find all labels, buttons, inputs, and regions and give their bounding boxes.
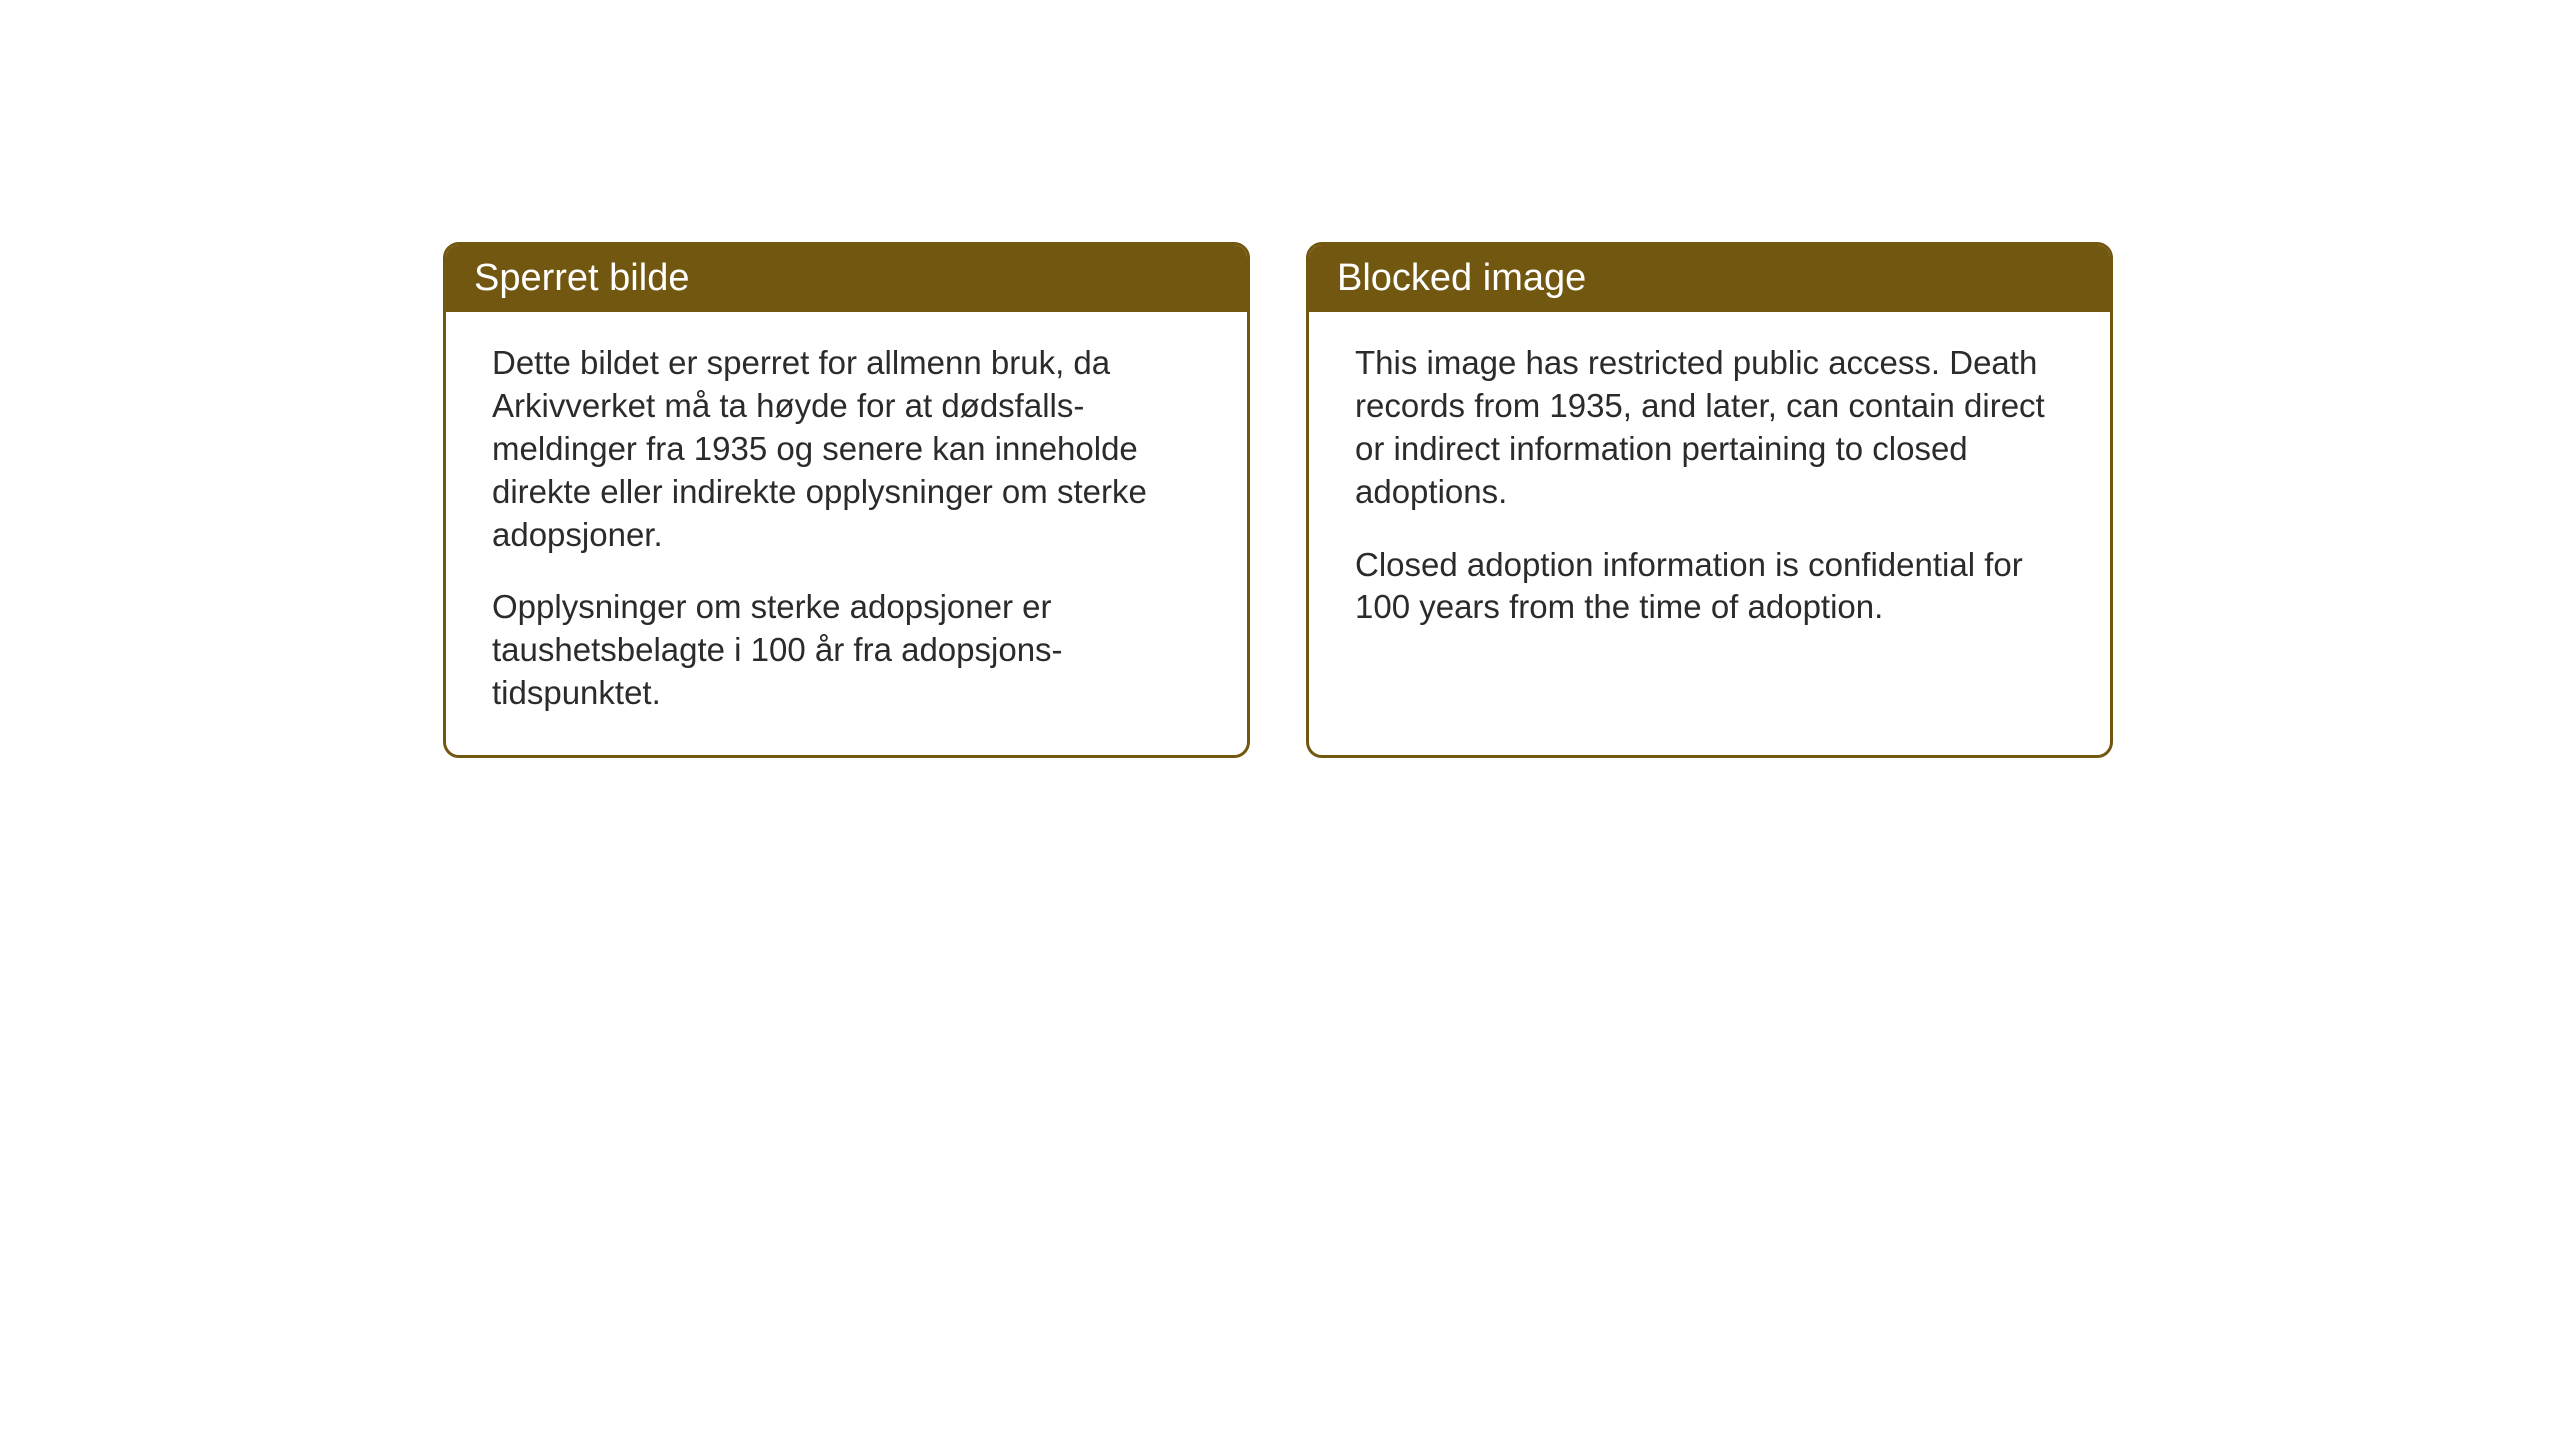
card-norwegian-header: Sperret bilde <box>446 245 1247 312</box>
card-english-body: This image has restricted public access.… <box>1309 312 2110 669</box>
card-english: Blocked image This image has restricted … <box>1306 242 2113 758</box>
card-norwegian-body: Dette bildet er sperret for allmenn bruk… <box>446 312 1247 755</box>
cards-container: Sperret bilde Dette bildet er sperret fo… <box>443 242 2113 758</box>
card-english-header: Blocked image <box>1309 245 2110 312</box>
card-norwegian-paragraph-1: Dette bildet er sperret for allmenn bruk… <box>492 342 1201 556</box>
card-norwegian: Sperret bilde Dette bildet er sperret fo… <box>443 242 1250 758</box>
card-norwegian-paragraph-2: Opplysninger om sterke adopsjoner er tau… <box>492 586 1201 715</box>
card-english-paragraph-1: This image has restricted public access.… <box>1355 342 2064 514</box>
card-english-paragraph-2: Closed adoption information is confident… <box>1355 544 2064 630</box>
